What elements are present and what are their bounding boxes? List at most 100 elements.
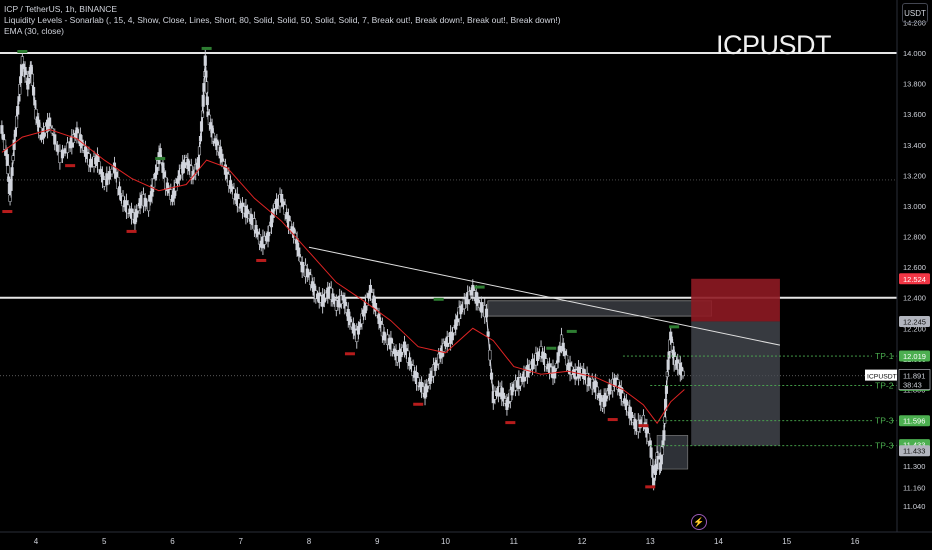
last-price-value: 11.891 (903, 372, 925, 381)
candle-body (365, 297, 369, 306)
candle-body (0, 125, 4, 134)
price-axis-tick: 13.200 (903, 171, 926, 180)
price-axis-tick: 12.400 (903, 294, 926, 303)
candle-body (20, 56, 24, 65)
candle-body (10, 167, 14, 176)
candle-body (484, 308, 488, 318)
price-axis-tick: 13.800 (903, 80, 926, 89)
candle-body (63, 148, 67, 154)
candle-body (118, 186, 122, 195)
candle-body (205, 96, 209, 106)
profit-zone (691, 321, 780, 446)
candle-body (41, 128, 46, 139)
candle-body (558, 345, 562, 353)
candle-body (16, 106, 20, 115)
candle-body (152, 178, 156, 188)
time-axis-tick: 9 (375, 537, 380, 546)
swing-low-marker (256, 258, 267, 262)
price-axis-tick: 11.160 (903, 483, 925, 492)
price-axis-tick: 11.300 (903, 462, 925, 471)
candle-body (18, 84, 22, 95)
swing-high-marker (546, 346, 557, 350)
candle-body (97, 161, 101, 171)
candle-body (55, 144, 59, 152)
swing-high-marker (433, 297, 444, 301)
candle-body (1, 134, 5, 140)
price-axis-label-bg (899, 273, 930, 285)
time-axis-tick: 10 (441, 537, 450, 546)
candle-body (147, 200, 151, 212)
candle-body (105, 173, 109, 186)
price-axis-tick: 12.200 (903, 324, 926, 333)
candle-body (666, 359, 670, 370)
price-axis-tick: 13.400 (903, 141, 926, 150)
price-axis-tick: 14.000 (903, 49, 926, 58)
symbol-title[interactable]: ICP / TetherUS, 1h, BINANCE (4, 4, 118, 14)
candle-body (198, 136, 203, 142)
candle-body (554, 363, 558, 369)
ema-line (1, 128, 685, 425)
time-axis-tick: 16 (851, 537, 860, 546)
take-profit-label: TP-2 (875, 380, 894, 390)
candle-body (203, 55, 207, 66)
indicator-ema[interactable]: EMA (30, close) (4, 26, 64, 36)
candle-body (561, 342, 565, 352)
swing-low-marker (505, 421, 516, 425)
swing-high-marker (669, 325, 680, 329)
price-axis-label: 12.019 (903, 352, 926, 361)
time-axis-tick: 6 (170, 537, 175, 546)
candle-body (196, 157, 200, 170)
candle-countdown: 38:43 (903, 381, 922, 390)
price-series-line (1, 60, 685, 482)
candle-body (298, 256, 303, 263)
candle-body (553, 369, 557, 379)
price-axis-label: 12.524 (903, 275, 926, 284)
time-axis-tick: 14 (714, 537, 723, 546)
take-profit-label: TP-1 (875, 351, 894, 361)
swing-high-marker (474, 285, 485, 289)
swing-low-marker (2, 210, 13, 214)
time-axis-tick: 5 (102, 537, 107, 546)
candle-body (200, 110, 205, 118)
symbol-price-tag-bg (865, 369, 897, 381)
candle-body (161, 162, 165, 173)
time-axis-tick: 8 (307, 537, 312, 546)
candle-body (660, 446, 664, 456)
candle-body (662, 430, 666, 441)
candle-body (66, 142, 70, 153)
price-axis-label: 11.433 (903, 441, 925, 450)
symbol-price-tag: ICPUSDT (867, 374, 897, 381)
lightning-icon[interactable]: ⚡ (691, 514, 707, 530)
swing-high-marker (155, 157, 166, 161)
candle-body (201, 94, 205, 107)
swing-low-marker (645, 485, 656, 489)
candle-body (58, 151, 62, 163)
candle-body (158, 148, 162, 157)
candle-body (373, 302, 378, 312)
candle-body (60, 149, 64, 159)
currency-button[interactable]: USDT (902, 3, 928, 23)
candle-body (9, 178, 13, 191)
candle-body (649, 447, 653, 458)
swing-low-marker (126, 229, 137, 233)
price-axis-tick: 13.000 (903, 202, 926, 211)
candle-body (33, 100, 37, 106)
swing-high-marker (201, 46, 212, 50)
swing-low-marker (344, 352, 355, 356)
time-axis-tick: 11 (510, 537, 519, 546)
time-axis-tick: 15 (782, 537, 791, 546)
indicator-liquidity-levels[interactable]: Liquidity Levels - Sonarlab (, 15, 4, Sh… (4, 15, 561, 25)
price-axis-tick: 12.600 (903, 263, 926, 272)
price-axis-label-bg (899, 415, 930, 427)
take-profit-label: TP-3 (875, 441, 894, 451)
candle-body (202, 83, 206, 92)
candle-body (110, 168, 114, 175)
candle-body (297, 247, 301, 257)
swing-low-marker (65, 164, 76, 168)
candle-body (14, 115, 19, 128)
candle-body (6, 165, 10, 174)
price-axis-label-bg (899, 445, 930, 457)
candle-body (356, 325, 361, 335)
candle-body (8, 194, 12, 202)
